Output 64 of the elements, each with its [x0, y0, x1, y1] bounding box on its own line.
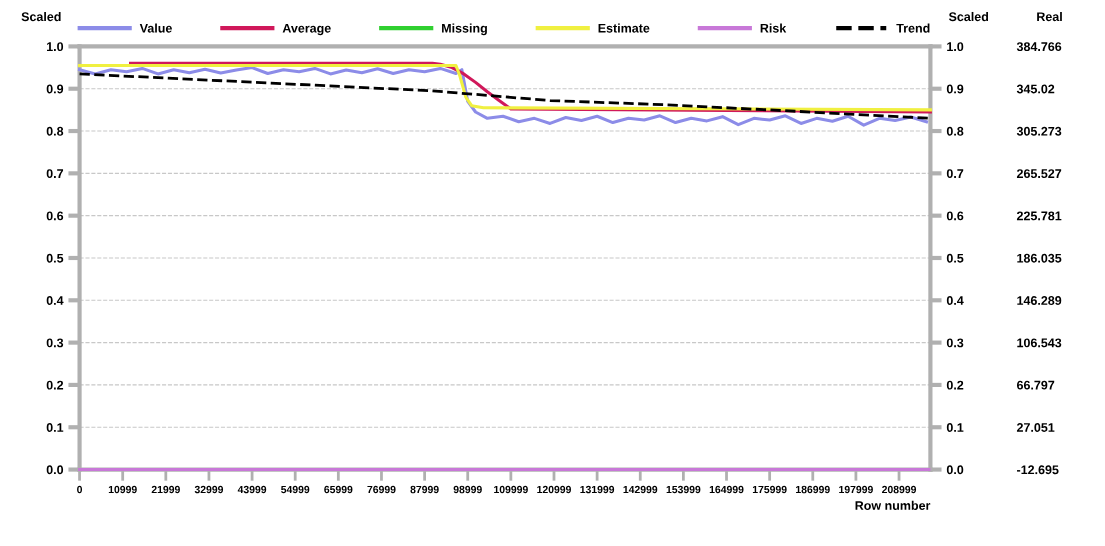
y-tick-label: 0.7	[46, 169, 64, 179]
y-tick-label: 0.2	[46, 380, 64, 390]
x-tick-label: 54999	[281, 485, 310, 494]
y3-tick-label: 66.797	[1016, 380, 1055, 390]
x-tick-label: 21999	[151, 485, 180, 494]
legend-label: Trend	[896, 23, 930, 33]
legend-label: Risk	[760, 23, 787, 33]
y3-tick-label: 305.273	[1016, 126, 1062, 136]
line-series	[78, 66, 929, 127]
y-tick-label: 0.8	[46, 126, 64, 136]
y2-tick-label: 0.7	[946, 169, 964, 179]
x-tick-label: 142999	[623, 485, 658, 494]
y-tick-label: 0.1	[46, 423, 64, 432]
y-tick-label: 0.0	[46, 465, 64, 475]
y3-tick-label: 384.766	[1016, 42, 1062, 52]
y-tick-label: 1.0	[47, 42, 64, 52]
y-tick-label: 0.5	[46, 253, 64, 263]
x-tick-label: 131999	[580, 485, 615, 494]
x-tick-label: 208999	[882, 485, 917, 494]
legend-label: Missing	[442, 23, 487, 36]
y2-tick-label: 0.1	[946, 423, 964, 432]
x-tick-label: 87999	[410, 485, 439, 494]
y3-tick-label: -12.695	[1017, 465, 1059, 475]
y3-axis-title: Real	[1037, 11, 1062, 22]
y2-tick-label: 0.3	[946, 338, 964, 348]
y3-tick-label: 186.035	[1017, 253, 1062, 263]
x-tick-label: 153999	[666, 485, 701, 494]
x-tick-label: 175999	[752, 485, 787, 494]
y3-tick-label: 27.051	[1016, 423, 1055, 432]
x-tick-label: 10999	[108, 485, 137, 494]
x-tick-label: 76999	[367, 485, 396, 494]
y-tick-label: 0.4	[46, 296, 64, 305]
legend-label: Estimate	[598, 23, 650, 33]
legend-label: Average	[282, 23, 331, 36]
x-tick-label: 0	[77, 485, 83, 494]
y-tick-label: 0.9	[46, 84, 64, 94]
x-tick-label: 109999	[494, 485, 528, 494]
y-axis-title: Scaled	[21, 11, 61, 22]
y3-tick-label: 225.781	[1016, 211, 1062, 221]
x-tick-label: 197999	[839, 485, 873, 494]
y2-tick-label: 0.8	[946, 126, 964, 136]
y2-tick-label: 0.0	[946, 465, 964, 475]
y-tick-label: 0.6	[46, 211, 64, 221]
y2-tick-label: 0.2	[946, 380, 964, 390]
y2-tick-label: 0.4	[946, 296, 964, 305]
y3-tick-label: 265.527	[1016, 169, 1062, 179]
y2-tick-label: 0.6	[946, 211, 964, 221]
y2-tick-label: 0.5	[946, 253, 964, 263]
y2-axis-title: Scaled	[948, 11, 989, 22]
x-tick-label: 164999	[709, 485, 744, 494]
y3-tick-label: 146.289	[1017, 296, 1062, 305]
y2-tick-label: 1.0	[947, 42, 964, 52]
y2-tick-label: 0.9	[946, 84, 964, 94]
y3-tick-label: 345.02	[1016, 84, 1055, 94]
y3-tick-label: 106.543	[1017, 338, 1062, 348]
x-tick-label: 98999	[453, 485, 482, 494]
y-tick-label: 0.3	[46, 338, 64, 348]
x-tick-label: 120999	[537, 485, 571, 494]
x-tick-label: 65999	[324, 485, 353, 494]
x-tick-label: 32999	[194, 485, 224, 494]
x-tick-label: 43999	[237, 485, 267, 494]
legend-label: Value	[139, 23, 172, 33]
x-tick-label: 186999	[796, 485, 830, 494]
x-axis-title: Row number	[855, 500, 931, 510]
